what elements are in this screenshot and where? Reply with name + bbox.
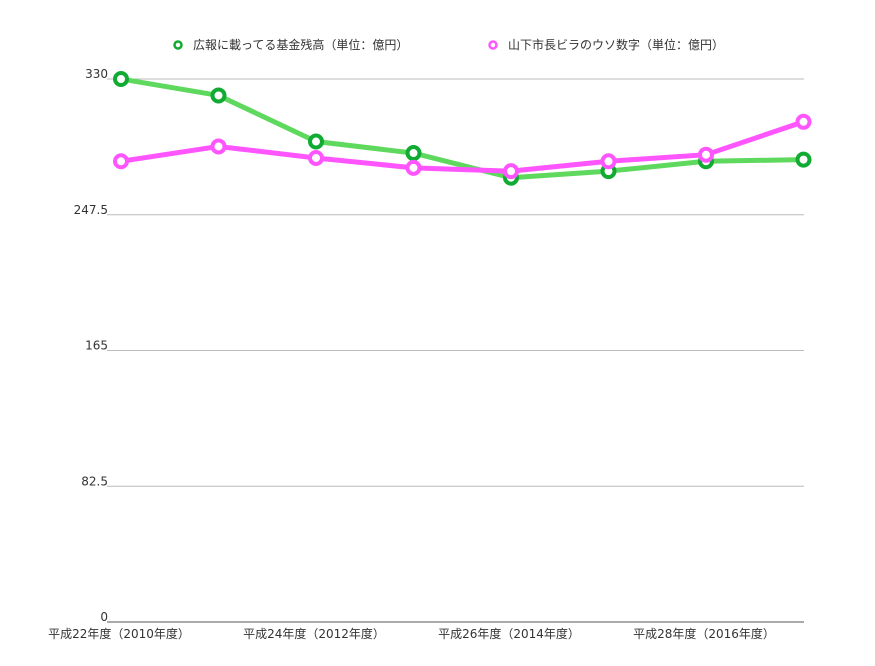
- y-tick-label: 82.5: [81, 474, 108, 488]
- x-tick-label: 平成28年度（2016年度）: [633, 626, 775, 641]
- data-point: [210, 138, 227, 155]
- data-point: [795, 113, 812, 130]
- data-point: [113, 153, 129, 170]
- x-tick-label: 平成24年度（2012年度）: [243, 626, 385, 641]
- data-point: [210, 87, 227, 104]
- data-point: [600, 153, 617, 170]
- legend: 広報に載ってる基金残高（単位：億円） 山下市長ビラのウソ数字（単位：億円）: [173, 37, 724, 52]
- series-line: [118, 119, 806, 174]
- y-axis: 0 82.5 165 247.5 330: [74, 67, 108, 624]
- series-2: [113, 113, 812, 180]
- legend-label: 広報に載ってる基金残高（単位：億円）: [193, 37, 408, 52]
- x-axis: 平成22年度（2010年度） 平成24年度（2012年度） 平成26年度（2014年…: [48, 626, 775, 641]
- x-tick-label: 平成22年度（2010年度）: [48, 626, 190, 641]
- data-point: [113, 71, 129, 87]
- series-layer: [113, 71, 812, 186]
- data-point: [308, 149, 324, 166]
- data-point: [795, 151, 812, 168]
- y-tick-label: 165: [85, 339, 108, 353]
- gridlines: [107, 78, 804, 623]
- data-point: [503, 163, 519, 180]
- data-point: [698, 146, 714, 163]
- data-point: [405, 159, 422, 176]
- y-tick-label: 0: [100, 610, 108, 624]
- data-point: [405, 145, 422, 162]
- series-line: [118, 76, 806, 181]
- legend-label: 山下市長ビラのウソ数字（単位：億円）: [508, 37, 724, 52]
- x-tick-label: 平成26年度（2014年度）: [438, 626, 580, 641]
- y-tick-label: 330: [85, 67, 108, 81]
- legend-marker: [488, 40, 498, 50]
- y-tick-label: 247.5: [74, 203, 108, 217]
- legend-marker: [173, 40, 183, 50]
- data-point: [308, 133, 324, 150]
